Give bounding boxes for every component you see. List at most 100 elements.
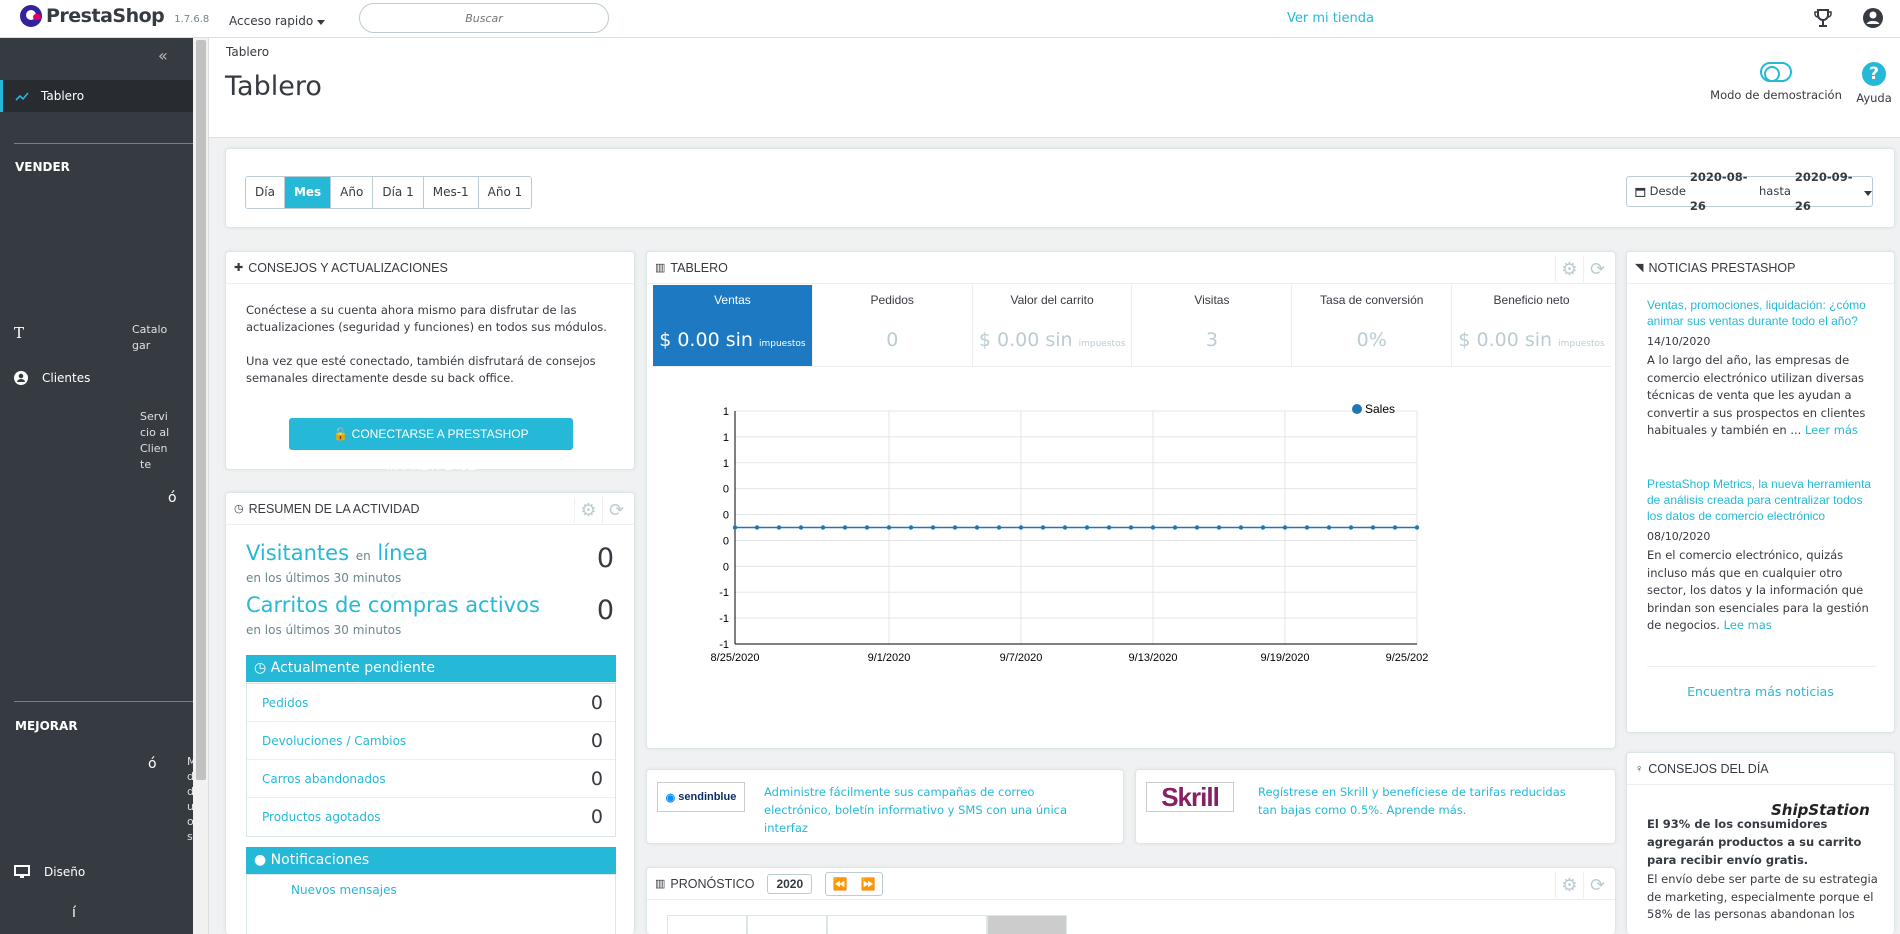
settings-gear-icon[interactable]: ⚙ bbox=[574, 497, 602, 523]
abandoned-carts-count: 0 bbox=[590, 767, 603, 790]
skrill-promo[interactable]: Skrill Regístrese en Skrill y benefícies… bbox=[1135, 769, 1616, 844]
catalog-icon[interactable]: T bbox=[14, 324, 25, 342]
data-point bbox=[1370, 525, 1376, 530]
date-range-picker[interactable]: Desde 2020-08-26 hasta 2020-09-26 bbox=[1626, 170, 1873, 213]
more-news-link[interactable]: Encuentra más noticias bbox=[1687, 684, 1834, 699]
panel-heading: ◷ RESUMEN DE LA ACTIVIDAD ⚙ ⟳ bbox=[226, 493, 634, 525]
data-point bbox=[1326, 525, 1332, 530]
activity-summary-panel: ◷ RESUMEN DE LA ACTIVIDAD ⚙ ⟳ Visitantes… bbox=[225, 492, 635, 934]
refresh-icon[interactable]: ⟳ bbox=[1583, 256, 1611, 282]
pending-section-header: ◷ Actualmente pendiente bbox=[246, 655, 616, 682]
y-tick-label: 0 bbox=[723, 510, 729, 522]
scrollbar-thumb[interactable] bbox=[196, 40, 206, 780]
data-point bbox=[798, 525, 804, 530]
forecast-tab[interactable] bbox=[667, 915, 747, 934]
data-point bbox=[1040, 525, 1046, 530]
kpi-value: $ 0.00 sin bbox=[978, 329, 1073, 351]
demo-mode-label: Modo de demostración bbox=[1710, 88, 1842, 102]
kpi-suffix: impuestos bbox=[1078, 339, 1126, 349]
connect-marketplace-button[interactable]: 🔓 CONECTARSE A PRESTASHOP MARKETPLACE bbox=[289, 418, 573, 473]
search-input[interactable] bbox=[359, 3, 609, 33]
data-point bbox=[820, 525, 826, 530]
prestashop-logo[interactable]: PrestaShop 1.7.6.8 bbox=[20, 5, 209, 27]
forecast-tab[interactable] bbox=[987, 915, 1067, 934]
sendinblue-text[interactable]: Administre fácilmente sus campañas de co… bbox=[764, 785, 1068, 835]
period-year-button[interactable]: Año bbox=[331, 177, 374, 208]
period-prev-month-button[interactable]: Mes-1 bbox=[423, 177, 479, 208]
tips-paragraph: Una vez que esté conectado, también disf… bbox=[246, 354, 596, 385]
news-date: 08/10/2020 bbox=[1647, 530, 1711, 543]
data-point bbox=[776, 525, 782, 530]
y-tick-label: 1 bbox=[723, 406, 729, 418]
collapse-sidebar-icon[interactable]: « bbox=[158, 46, 168, 65]
date-prefix: Desde bbox=[1649, 184, 1686, 198]
news-title-link[interactable]: Ventas, promociones, liquidación: ¿cómo … bbox=[1647, 298, 1866, 328]
carts-count: 0 bbox=[596, 595, 614, 626]
news-item: Ventas, promociones, liquidación: ¿cómo … bbox=[1647, 297, 1879, 440]
sidebar-item-customer-service[interactable]: Servi cio al Clien te bbox=[140, 410, 170, 471]
sidebar-section-vender: VENDER bbox=[15, 160, 70, 174]
kpi-sales[interactable]: Ventas $ 0.00 sin impuestos bbox=[653, 285, 813, 366]
x-tick-label: 9/25/202 bbox=[1386, 652, 1429, 664]
sidebar-item-modules[interactable]: M d d u o s bbox=[187, 755, 197, 843]
help-button[interactable]: ? Ayuda bbox=[1854, 62, 1894, 105]
kpi-suffix: impuestos bbox=[758, 339, 806, 349]
kpi-net-profit[interactable]: Beneficio neto $ 0.00 sin impuestos bbox=[1452, 285, 1611, 366]
out-of-stock-link[interactable]: Productos agotados bbox=[262, 810, 381, 824]
kpi-label: Visitas bbox=[1194, 293, 1230, 307]
kpi-conversion[interactable]: Tasa de conversión 0% bbox=[1292, 285, 1453, 366]
visitors-line: línea bbox=[377, 541, 429, 565]
sidebar-item-design[interactable]: Diseño bbox=[14, 865, 85, 879]
caret-down-icon bbox=[1864, 190, 1872, 196]
visitors-en: en bbox=[355, 549, 371, 563]
panel-heading: ▥ TABLERO ⚙ ⟳ bbox=[647, 252, 1615, 284]
active-carts-label[interactable]: Carritos de compras activos bbox=[246, 593, 540, 617]
settings-gear-icon[interactable]: ⚙ bbox=[1555, 872, 1583, 898]
trophy-icon[interactable] bbox=[1813, 8, 1833, 30]
sidebar-item-catalog[interactable]: Catalo gar bbox=[132, 323, 168, 352]
forecast-tabs bbox=[667, 915, 1067, 934]
sidebar: « Tablero VENDER T Catalo gar Clientes S… bbox=[0, 38, 197, 934]
online-visitors-label[interactable]: Visitantes en línea bbox=[246, 541, 428, 565]
abandoned-carts-link[interactable]: Carros abandonados bbox=[262, 771, 386, 786]
sidebar-item-tablero[interactable]: Tablero bbox=[0, 80, 193, 112]
period-prev-year-button[interactable]: Año 1 bbox=[478, 177, 532, 208]
page-head bbox=[209, 38, 1900, 138]
refresh-icon[interactable]: ⟳ bbox=[1583, 872, 1611, 898]
view-shop-link[interactable]: Ver mi tienda bbox=[1287, 11, 1374, 26]
kpi-label: Pedidos bbox=[870, 293, 914, 307]
pending-orders-link[interactable]: Pedidos bbox=[262, 695, 309, 710]
data-point bbox=[1084, 525, 1090, 530]
panel-heading: ◥ NOTICIAS PRESTASHOP bbox=[1627, 252, 1894, 284]
account-icon[interactable] bbox=[1862, 7, 1884, 29]
period-prev-day-button[interactable]: Día 1 bbox=[373, 177, 424, 208]
news-item: PrestaShop Metrics, la nueva herramienta… bbox=[1647, 476, 1879, 635]
skrill-text[interactable]: Regístrese en Skrill y benefíciese de ta… bbox=[1258, 785, 1566, 817]
quick-access-dropdown[interactable]: Acceso rapido bbox=[229, 14, 326, 28]
breadcrumb[interactable]: Tablero bbox=[226, 45, 270, 59]
new-messages-link[interactable]: Nuevos mensajes bbox=[291, 883, 397, 897]
demo-mode-toggle[interactable]: Modo de demostración bbox=[1710, 62, 1842, 102]
clock-icon: ◷ bbox=[254, 660, 267, 676]
data-point bbox=[732, 525, 738, 530]
refresh-icon[interactable]: ⟳ bbox=[602, 497, 630, 523]
sendinblue-promo[interactable]: ◉ sendinblue Administre fácilmente sus c… bbox=[646, 769, 1124, 844]
kpi-orders[interactable]: Pedidos 0 bbox=[813, 285, 973, 366]
forecast-tab[interactable] bbox=[827, 915, 987, 934]
kpi-visits[interactable]: Visitas 3 bbox=[1132, 285, 1293, 366]
data-point bbox=[1216, 525, 1222, 530]
sidebar-item-customers[interactable]: Clientes bbox=[14, 371, 90, 385]
forecast-year[interactable]: 2020 bbox=[767, 873, 813, 894]
period-day-button[interactable]: Día bbox=[246, 177, 285, 208]
news-title-link[interactable]: PrestaShop Metrics, la nueva herramienta… bbox=[1647, 477, 1872, 523]
period-month-button[interactable]: Mes bbox=[284, 177, 332, 208]
pending-returns-link[interactable]: Devoluciones / Cambios bbox=[262, 733, 407, 748]
kpi-cart-value[interactable]: Valor del carrito $ 0.00 sin impuestos bbox=[973, 285, 1133, 366]
kpi-label: Ventas bbox=[714, 293, 751, 307]
read-more-link[interactable]: Lee mas bbox=[1723, 618, 1772, 632]
settings-gear-icon[interactable]: ⚙ bbox=[1555, 256, 1583, 282]
forecast-tab[interactable] bbox=[747, 915, 827, 934]
read-more-link[interactable]: Leer más bbox=[1804, 423, 1858, 437]
next-year-icon[interactable]: ⏩ bbox=[860, 876, 876, 891]
previous-year-icon[interactable]: ⏪ bbox=[832, 876, 848, 891]
